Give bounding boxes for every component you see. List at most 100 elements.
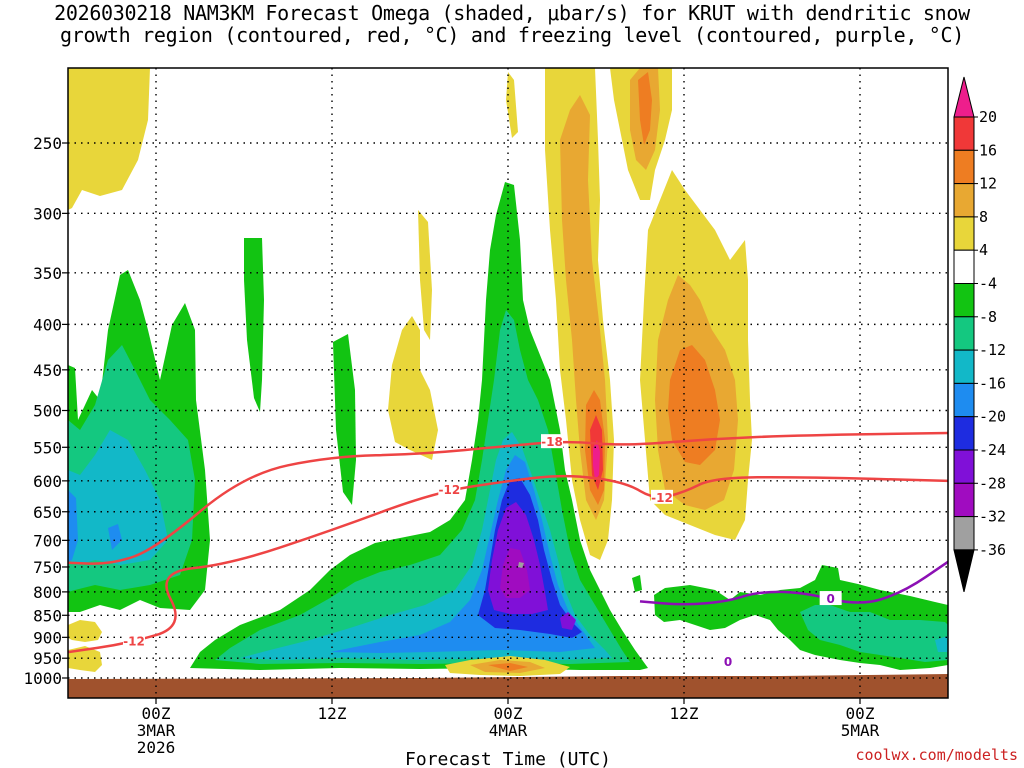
colorbar-label-5: -4 <box>979 275 997 293</box>
contour-1 <box>68 474 948 654</box>
omega-region-main-purple-2 <box>560 612 576 630</box>
colorbar-cell-9 <box>953 416 975 451</box>
contour-label-1-0: -12 <box>438 483 460 497</box>
x-tick-label-2-0: 00Z <box>494 704 523 723</box>
contour-label-bg-1-1 <box>651 489 673 504</box>
colorbar-label-4: 4 <box>979 241 988 259</box>
contour-2 <box>639 560 948 606</box>
omega-region-left-yellow-2 <box>68 646 102 672</box>
colorbar-cell-2 <box>953 183 975 218</box>
colorbar-label-11: -28 <box>979 474 1006 492</box>
x-tick-label-0-1: 3MAR <box>137 721 176 740</box>
y-tick-label-350: 350 <box>33 264 62 283</box>
contour-label-bg-2-0 <box>819 591 842 606</box>
omega-region-sinkA-pink <box>593 440 600 480</box>
omega-shading <box>68 68 948 676</box>
contour-labels: -18 -12 -12 -12 0 0 <box>123 434 842 669</box>
omega-region-early-cyan <box>68 430 168 565</box>
omega-region-yellow-mid-1 <box>388 316 438 460</box>
colorbar-label-13: -36 <box>979 541 1006 559</box>
contour-label-2-1: 0 <box>724 655 732 669</box>
omega-region-green-column-1 <box>244 238 264 412</box>
x-tick-label-4-0: 00Z <box>846 704 875 723</box>
y-tick-label-800: 800 <box>33 583 62 602</box>
colorbar-label-10: -24 <box>979 441 1006 459</box>
chart-title-line2: growth region (contoured, red, °C) and f… <box>59 23 965 47</box>
colorbar-label-7: -12 <box>979 341 1006 359</box>
contour-label-0-0: -18 <box>541 435 563 449</box>
colorbar-label-9: -20 <box>979 408 1006 426</box>
y-tick-label-600: 600 <box>33 472 62 491</box>
colorbar-cell-5 <box>953 283 975 318</box>
omega-region-yellow-mid-2 <box>418 210 432 340</box>
contour-label-1-2: -12 <box>123 635 145 649</box>
colorbar-cell-12 <box>953 516 975 551</box>
colorbar-cell-4 <box>953 249 975 284</box>
chart-title: 2026030218 NAM3KM Forecast Omega (shaded… <box>0 2 1024 46</box>
contour-label-bg-1-2 <box>123 633 145 648</box>
y-tick-label-650: 650 <box>33 503 62 522</box>
omega-region-main-gray <box>518 562 524 568</box>
omega-region-main-magenta <box>500 548 530 598</box>
y-tick-label-250: 250 <box>33 134 62 153</box>
contour-label-bg-2-1 <box>717 654 739 669</box>
colorbar-cell-3 <box>953 216 975 251</box>
omega-region-late-cyan <box>935 636 948 652</box>
colorbar-cell-6 <box>953 316 975 351</box>
x-axis-title: Forecast Time (UTC) <box>405 749 611 768</box>
y-tick-label-850: 850 <box>33 606 62 625</box>
y-tick-label-300: 300 <box>33 204 62 223</box>
omega-region-upper-left-yellow <box>68 68 150 210</box>
x-tick-label-0-2: 2026 <box>137 738 176 757</box>
colorbar-label-3: 8 <box>979 208 988 226</box>
contour-label-bg-1-0 <box>438 482 461 497</box>
y-tick-label-500: 500 <box>33 402 62 421</box>
colorbar-cell-7 <box>953 349 975 384</box>
colorbar-cell-10 <box>953 449 975 484</box>
colorbar-cell-8 <box>953 382 975 418</box>
contour-label-bg-0-0 <box>541 434 563 449</box>
y-tick-label-550: 550 <box>33 438 62 457</box>
colorbar-label-12: -32 <box>979 508 1006 526</box>
omega-region-early-blue <box>68 490 78 562</box>
contour-label-1-1: -12 <box>651 491 673 505</box>
chart-title-line1: 2026030218 NAM3KM Forecast Omega (shaded… <box>54 1 970 25</box>
y-tick-label-1000: 1000 <box>23 669 62 688</box>
colorbar-cell-11 <box>953 482 975 518</box>
y-tick-label-400: 400 <box>33 315 62 334</box>
omega-region-sinkB-orange <box>668 345 720 465</box>
y-tick-label-950: 950 <box>33 649 62 668</box>
contours <box>68 431 948 654</box>
omega-region-sinkB-yellow-2 <box>690 210 712 265</box>
grid-lines <box>68 68 948 698</box>
omega-region-sinkA-orange-2 <box>638 72 652 145</box>
colorbar-label-8: -16 <box>979 374 1006 392</box>
x-tick-label-3-0: 12Z <box>670 704 699 723</box>
colorbar-bottom-arrow <box>953 549 975 593</box>
colorbar-cell-0 <box>953 116 975 151</box>
x-tick-label-2-1: 4MAR <box>489 721 528 740</box>
y-tick-label-900: 900 <box>33 628 62 647</box>
y-tick-label-450: 450 <box>33 361 62 380</box>
x-tick-label-4-1: 5MAR <box>841 721 880 740</box>
colorbar-label-1: 16 <box>979 141 997 159</box>
x-tick-label-0-0: 00Z <box>142 704 171 723</box>
colorbar-cell-1 <box>953 149 975 185</box>
y-tick-label-700: 700 <box>33 531 62 550</box>
omega-region-left-yellow-1 <box>68 620 102 642</box>
x-tick-label-1-0: 12Z <box>318 704 347 723</box>
omega-region-green-column-2 <box>333 334 356 505</box>
colorbar: 20 16 12 8 4 -4 -8 -12 -16 -20 -24 -28 -32 -36 <box>953 76 1006 593</box>
y-axis: 250 300 350 400 450 500 550 600 650 700 750 800 850 9… <box>23 134 68 688</box>
y-tick-label-750: 750 <box>33 558 62 577</box>
omega-region-yellow-top <box>506 72 518 138</box>
colorbar-label-2: 12 <box>979 175 997 193</box>
contour-0 <box>68 431 948 565</box>
colorbar-top-arrow <box>953 76 975 118</box>
credit-link[interactable]: coolwx.com/modelts <box>855 746 1018 764</box>
colorbar-label-0: 20 <box>979 108 997 126</box>
colorbar-label-6: -8 <box>979 308 997 326</box>
omega-region-early-blue-spot <box>108 524 122 550</box>
